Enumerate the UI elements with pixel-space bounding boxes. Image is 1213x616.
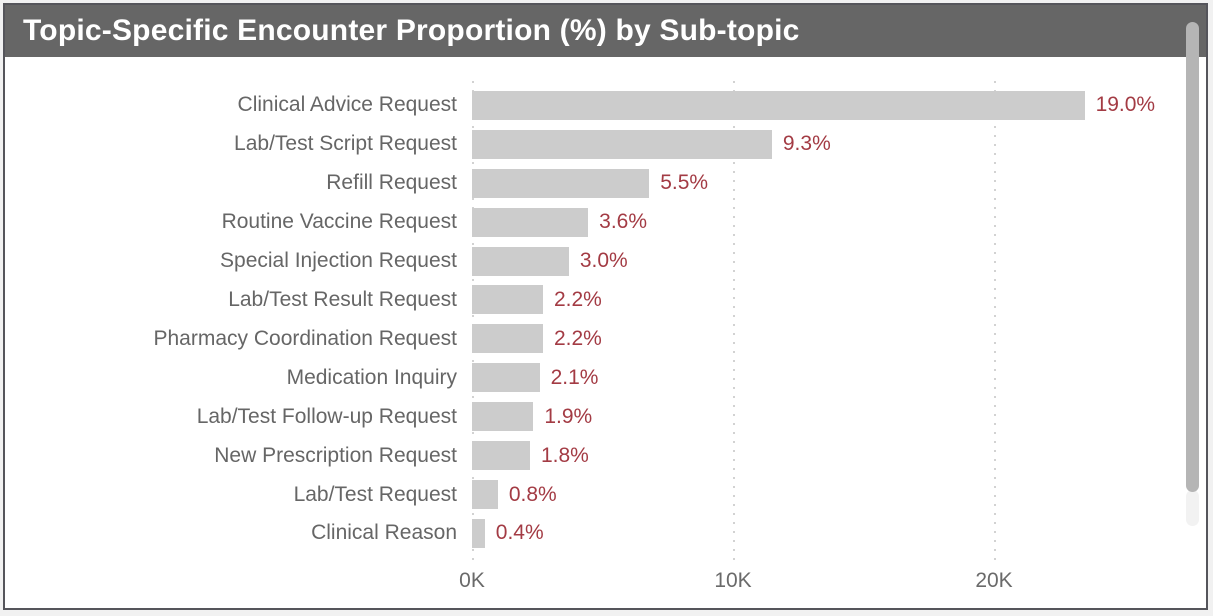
bar-row: Lab/Test Result Request 2.2% xyxy=(5,281,1206,320)
gridline xyxy=(472,81,474,565)
data-label: 2.2% xyxy=(553,326,602,350)
category-label: Routine Vaccine Request xyxy=(221,210,457,234)
data-label: 2.2% xyxy=(553,287,602,311)
bar-row: Medication Inquiry 2.1% xyxy=(5,358,1206,397)
bar-row: New Prescription Request 1.8% xyxy=(5,436,1206,475)
data-label: 1.9% xyxy=(544,404,593,428)
bar[interactable] xyxy=(472,246,569,276)
data-label: 19.0% xyxy=(1095,93,1156,117)
category-label: Special Injection Request xyxy=(220,249,457,273)
category-label: Refill Request xyxy=(326,171,457,195)
category-label: Lab/Test Request xyxy=(293,482,457,506)
category-label: New Prescription Request xyxy=(214,443,457,467)
x-axis: 0K 10K 20K xyxy=(5,569,1206,599)
bar-row: Special Injection Request 3.0% xyxy=(5,242,1206,281)
bar[interactable] xyxy=(472,168,650,198)
bar-row: Lab/Test Follow-up Request 1.9% xyxy=(5,397,1206,436)
bar-row: Clinical Reason 0.4% xyxy=(5,514,1206,553)
category-label: Medication Inquiry xyxy=(286,365,457,389)
category-label: Lab/Test Script Request xyxy=(234,132,457,156)
category-label: Clinical Reason xyxy=(311,521,457,545)
gridline xyxy=(994,81,996,565)
data-label: 0.4% xyxy=(495,521,544,545)
bar[interactable] xyxy=(472,90,1085,120)
data-label: 3.6% xyxy=(599,210,648,234)
x-axis-tick-label: 10K xyxy=(714,569,752,592)
bar-row: Clinical Advice Request 19.0% xyxy=(5,86,1206,125)
bar[interactable] xyxy=(472,207,589,237)
bar-row: Lab/Test Script Request 9.3% xyxy=(5,125,1206,164)
scrollbar-thumb[interactable] xyxy=(1186,22,1199,492)
x-axis-tick-label: 0K xyxy=(459,569,485,592)
bar[interactable] xyxy=(472,129,772,159)
data-label: 2.1% xyxy=(550,365,599,389)
data-label: 1.8% xyxy=(540,443,589,467)
category-label: Lab/Test Result Request xyxy=(228,287,457,311)
bar[interactable] xyxy=(472,480,498,510)
bar-row: Lab/Test Request 0.8% xyxy=(5,475,1206,514)
bar-row: Routine Vaccine Request 3.6% xyxy=(5,203,1206,242)
visual-panel: Topic-Specific Encounter Proportion (%) … xyxy=(3,3,1208,610)
bar-rows: Clinical Advice Request 19.0% Lab/Test Scr… xyxy=(5,86,1206,553)
bar-row: Refill Request 5.5% xyxy=(5,164,1206,203)
bar[interactable] xyxy=(472,441,530,471)
gridline xyxy=(733,81,735,565)
category-label: Pharmacy Coordination Request xyxy=(153,326,458,350)
data-label: 0.8% xyxy=(508,482,557,506)
bar[interactable] xyxy=(472,518,485,548)
data-label: 9.3% xyxy=(782,132,831,156)
category-label: Lab/Test Follow-up Request xyxy=(196,404,457,428)
bar-row: Pharmacy Coordination Request 2.2% xyxy=(5,319,1206,358)
x-axis-tick-label: 20K xyxy=(975,569,1013,592)
chart-title: Topic-Specific Encounter Proportion (%) … xyxy=(23,14,800,47)
bar[interactable] xyxy=(472,285,543,315)
bar[interactable] xyxy=(472,324,543,354)
vertical-scrollbar[interactable] xyxy=(1186,22,1199,528)
data-label: 5.5% xyxy=(660,171,709,195)
bar[interactable] xyxy=(472,402,534,432)
scrollbar-track[interactable] xyxy=(1186,490,1199,526)
data-label: 3.0% xyxy=(579,249,628,273)
chart-title-bar: Topic-Specific Encounter Proportion (%) … xyxy=(5,5,1206,57)
chart-plot-area: Clinical Advice Request 19.0% Lab/Test Scr… xyxy=(5,57,1206,608)
bar[interactable] xyxy=(472,363,540,393)
category-label: Clinical Advice Request xyxy=(237,93,457,117)
